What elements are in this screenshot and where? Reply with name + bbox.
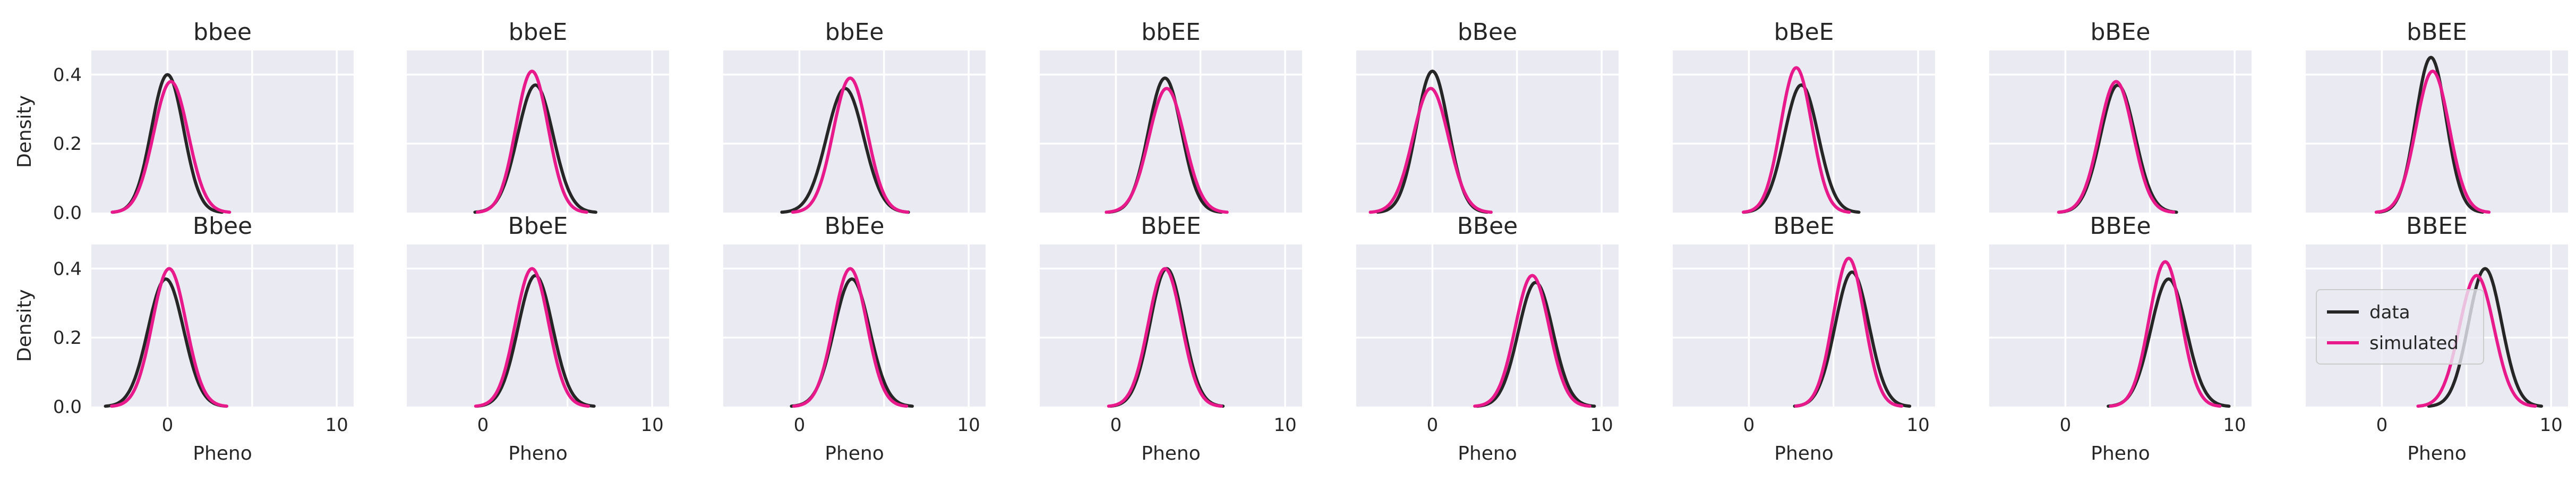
y-axis-label: Density	[14, 95, 36, 168]
curve-simulated	[1105, 87, 1229, 214]
legend: data simulated	[2316, 289, 2484, 365]
panel-title: BbEe	[825, 213, 885, 240]
panel-bbEe: bbEe	[723, 19, 986, 214]
y-tick-label: 0.0	[53, 396, 82, 418]
x-tick-label: 10	[1590, 415, 1613, 436]
x-tick-label: 10	[325, 415, 348, 436]
panel-title: BBee	[1457, 213, 1518, 240]
x-tick-label: 0	[477, 415, 489, 436]
panel-BBeE: BBeE 0 10 Pheno	[1673, 213, 1935, 464]
curve-simulated	[2374, 69, 2491, 214]
legend-label-simulated: simulated	[2369, 333, 2459, 354]
panel-bbEE: bbEE	[1040, 19, 1302, 214]
panel-title: Bbee	[193, 213, 252, 240]
panel-title: bbEE	[1141, 19, 1200, 46]
y-tick-label: 0.2	[53, 327, 82, 349]
x-axis-label: Pheno	[825, 443, 884, 464]
x-axis-label: Pheno	[2091, 443, 2150, 464]
x-tick-label: 10	[2539, 415, 2562, 436]
panel-BbEe: BbEe 0 10 Pheno	[723, 213, 986, 464]
x-tick-label: 10	[640, 415, 663, 436]
curve-data	[1742, 83, 1861, 214]
x-axis-label: Pheno	[193, 443, 252, 464]
curve-data	[104, 277, 228, 408]
panel-bbee: bbee 0.0 0.2 0.4 Density	[14, 19, 354, 224]
panel-title: bBEE	[2407, 19, 2467, 46]
x-tick-label: 0	[1743, 415, 1755, 436]
y-tick-label: 0.2	[53, 133, 82, 155]
curve-simulated	[474, 267, 590, 408]
x-tick-label: 0	[2376, 415, 2388, 436]
panel-title: BbeE	[508, 213, 568, 240]
x-axis-label: Pheno	[1774, 443, 1834, 464]
panel-bBeE: bBeE	[1673, 19, 1935, 214]
curve-simulated	[2416, 274, 2537, 408]
panel-title: BBEE	[2406, 213, 2468, 240]
curve-simulated	[2109, 260, 2222, 408]
panel-title: bbeE	[509, 19, 568, 46]
panel-title: bbee	[193, 19, 252, 46]
curve-simulated	[1368, 87, 1493, 214]
x-tick-label: 0	[162, 415, 174, 436]
panel-bbeE: bbeE	[407, 19, 669, 214]
x-tick-label: 0	[2060, 415, 2072, 436]
panel-background	[1989, 244, 2252, 407]
curve-simulated	[110, 267, 228, 408]
panel-BBEE: BBEE 0 10 Pheno data simulated	[2306, 213, 2568, 464]
curve-simulated	[1794, 257, 1904, 408]
panel-bBee: bBee	[1356, 19, 1619, 214]
panel-BbeE: BbeE 0 10 Pheno	[407, 213, 669, 464]
curve-data	[1475, 281, 1596, 408]
panel-background	[1673, 244, 1935, 407]
curve-simulated	[791, 76, 910, 214]
y-tick-label: 0.4	[53, 258, 82, 280]
panel-title: BBEe	[2090, 213, 2151, 240]
x-tick-label: 10	[2223, 415, 2246, 436]
x-tick-label: 0	[794, 415, 806, 436]
curve-simulated	[1473, 274, 1591, 408]
panel-background	[723, 50, 986, 213]
x-tick-label: 0	[1110, 415, 1122, 436]
panel-background	[407, 244, 669, 407]
y-tick-label: 0.0	[53, 202, 82, 224]
x-tick-label: 10	[957, 415, 980, 436]
curve-simulated	[1742, 66, 1851, 214]
panel-background	[1040, 50, 1302, 213]
y-axis-label: Density	[14, 289, 36, 362]
curve-simulated	[475, 69, 588, 214]
panel-title: BBeE	[1773, 213, 1834, 240]
panel-title: bBeE	[1774, 19, 1834, 46]
panel-background	[1989, 50, 2252, 213]
panel-bBEE: bBEE	[2306, 19, 2568, 214]
x-axis-label: Pheno	[2407, 443, 2467, 464]
panel-background	[1673, 50, 1935, 213]
x-tick-label: 0	[1427, 415, 1439, 436]
x-axis-label: Pheno	[508, 443, 568, 464]
x-axis-label: Pheno	[1458, 443, 1517, 464]
legend-label-data: data	[2369, 302, 2410, 323]
curve-data	[2427, 267, 2543, 408]
panel-BbEE: BbEE 0 10 Pheno	[1040, 213, 1302, 464]
panel-title: bBee	[1458, 19, 1517, 46]
panel-title: bbEe	[825, 19, 884, 46]
panel-BBEe: BBEe 0 10 Pheno	[1989, 213, 2252, 464]
panel-title: BbEE	[1141, 213, 1201, 240]
curve-data	[475, 274, 596, 408]
legend-frame	[2316, 289, 2484, 365]
x-tick-label: 10	[1906, 415, 1929, 436]
panel-background	[91, 50, 354, 213]
panel-bBEe: bBEe	[1989, 19, 2252, 214]
panel-background	[1356, 244, 1619, 407]
panel-BBee: BBee 0 10 Pheno	[1356, 213, 1619, 464]
y-tick-label: 0.4	[53, 64, 82, 86]
curve-simulated	[792, 267, 909, 408]
panel-Bbee: Bbee 0.0 0.2 0.4 Density 0 10 Pheno	[14, 213, 354, 464]
curve-simulated	[1107, 267, 1223, 408]
panel-title: bBEe	[2091, 19, 2151, 46]
x-axis-label: Pheno	[1141, 443, 1201, 464]
x-tick-label: 10	[1273, 415, 1296, 436]
curve-simulated	[2057, 80, 2176, 214]
curve-simulated	[110, 80, 232, 214]
